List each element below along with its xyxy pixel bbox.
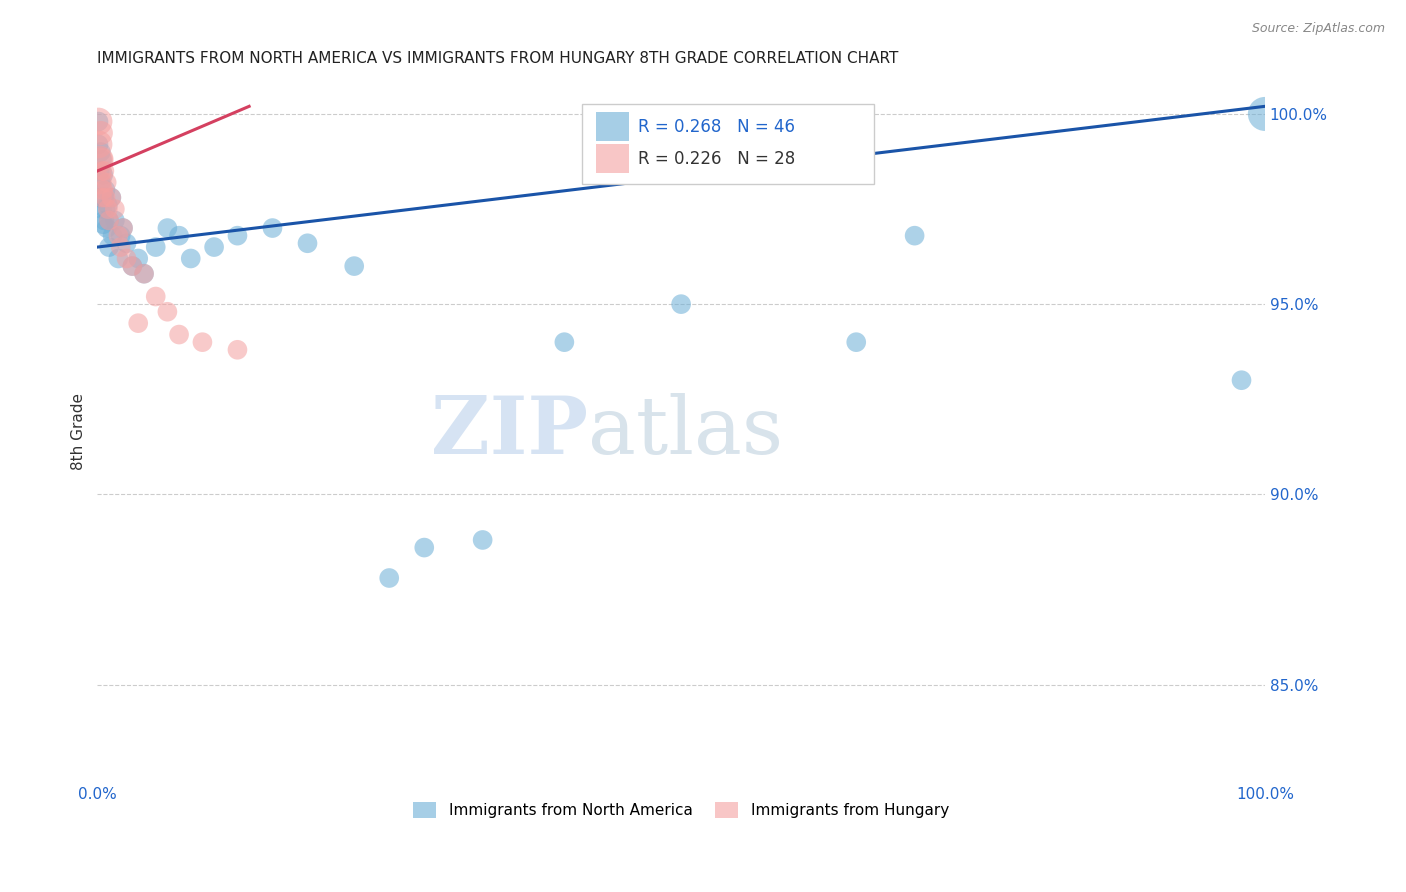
Point (94, 183, 117, 197)
Point (91, 217, 114, 231)
Point (98, 213, 121, 227)
FancyBboxPatch shape (596, 145, 628, 173)
Point (90, 175, 112, 189)
Point (98, 240, 121, 254)
Text: ZIP: ZIP (430, 392, 588, 471)
Point (145, 289, 167, 303)
Point (191, 335, 214, 350)
Text: atlas: atlas (588, 392, 783, 471)
Point (115, 252, 138, 266)
Point (91, 168, 114, 182)
Point (98, 213, 121, 227)
Point (1254, 107, 1277, 121)
Point (132, 267, 155, 281)
Point (297, 236, 319, 251)
Point (904, 228, 927, 243)
Point (90, 145, 112, 159)
Text: Source: ZipAtlas.com: Source: ZipAtlas.com (1251, 22, 1385, 36)
Point (262, 221, 284, 235)
Point (87, 114, 110, 128)
Point (413, 541, 436, 555)
Point (100, 191, 122, 205)
Point (156, 221, 179, 235)
Point (145, 240, 167, 254)
Point (87, 137, 110, 152)
Point (89, 191, 111, 205)
Point (91, 191, 114, 205)
Point (156, 304, 179, 318)
Point (89, 164, 111, 178)
Point (93, 164, 115, 178)
Point (96, 221, 118, 235)
Point (121, 259, 143, 273)
Text: IMMIGRANTS FROM NORTH AMERICA VS IMMIGRANTS FROM HUNGARY 8TH GRADE CORRELATION C: IMMIGRANTS FROM NORTH AMERICA VS IMMIGRA… (97, 51, 898, 66)
Y-axis label: 8th Grade: 8th Grade (72, 393, 86, 470)
Point (127, 252, 149, 266)
Point (226, 228, 249, 243)
Point (112, 221, 135, 235)
Point (471, 533, 494, 547)
Point (107, 252, 129, 266)
Point (132, 267, 155, 281)
Point (90, 126, 112, 140)
Point (91, 164, 114, 178)
Point (91, 153, 114, 167)
Point (167, 327, 190, 342)
Point (91, 183, 114, 197)
Point (94, 202, 117, 216)
Point (93, 213, 115, 227)
Point (100, 191, 122, 205)
Point (93, 191, 115, 205)
Point (104, 213, 127, 227)
Point (115, 236, 138, 251)
Point (127, 316, 149, 330)
Point (845, 335, 868, 350)
Point (101, 228, 124, 243)
Point (90, 153, 112, 167)
Point (180, 252, 202, 266)
Point (121, 259, 143, 273)
Point (553, 335, 575, 350)
FancyBboxPatch shape (582, 104, 873, 185)
Point (89, 175, 111, 189)
Point (110, 228, 132, 243)
Point (107, 228, 129, 243)
Point (97, 202, 120, 216)
Point (110, 240, 132, 254)
Point (167, 228, 190, 243)
Point (202, 240, 225, 254)
Text: R = 0.268   N = 46: R = 0.268 N = 46 (638, 118, 794, 136)
Point (89, 153, 111, 167)
Point (669, 297, 692, 311)
FancyBboxPatch shape (596, 112, 628, 141)
Point (94, 191, 117, 205)
Point (378, 571, 401, 585)
Point (87, 114, 110, 128)
Text: R = 0.226   N = 28: R = 0.226 N = 28 (638, 150, 796, 168)
Point (112, 221, 135, 235)
Point (97, 198, 120, 212)
Point (1230, 373, 1253, 387)
Point (343, 259, 366, 273)
Legend: Immigrants from North America, Immigrants from Hungary: Immigrants from North America, Immigrant… (408, 796, 955, 824)
Point (104, 202, 127, 216)
Point (91, 202, 114, 216)
Point (87, 137, 110, 152)
Point (96, 175, 118, 189)
Point (226, 343, 249, 357)
